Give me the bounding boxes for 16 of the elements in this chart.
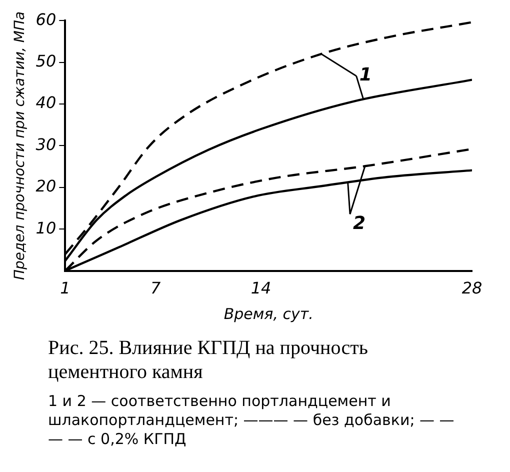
y-tick-label: 60 [36, 10, 56, 29]
text: Рис. 25. Влияние КГПД на прочность цементного камня [48, 336, 369, 384]
x-tick-label: 14 [250, 278, 272, 298]
annotation: 1 [359, 64, 372, 86]
x-tick-label: 1 [60, 278, 70, 298]
y-axis-title: Предел прочности при сжатии, МПа [12, 11, 28, 280]
annotation: 2 [353, 212, 366, 234]
y-tick-label: 50 [36, 51, 56, 70]
y-tick-label: 30 [36, 134, 56, 154]
y-tick-label: 20 [36, 176, 56, 196]
y-tick-label: 10 [36, 218, 56, 238]
y-tick-label: 40 [36, 93, 56, 112]
text: 1 и 2 — соответственно портландцемент и шлакопортландцемент; ——— — без добавки; — — — — с 0,2% КГПД [48, 392, 456, 449]
x-axis-title: Время, сут. [224, 304, 314, 323]
x-tick-label: 28 [462, 278, 482, 298]
x-tick-label: 7 [150, 278, 162, 298]
